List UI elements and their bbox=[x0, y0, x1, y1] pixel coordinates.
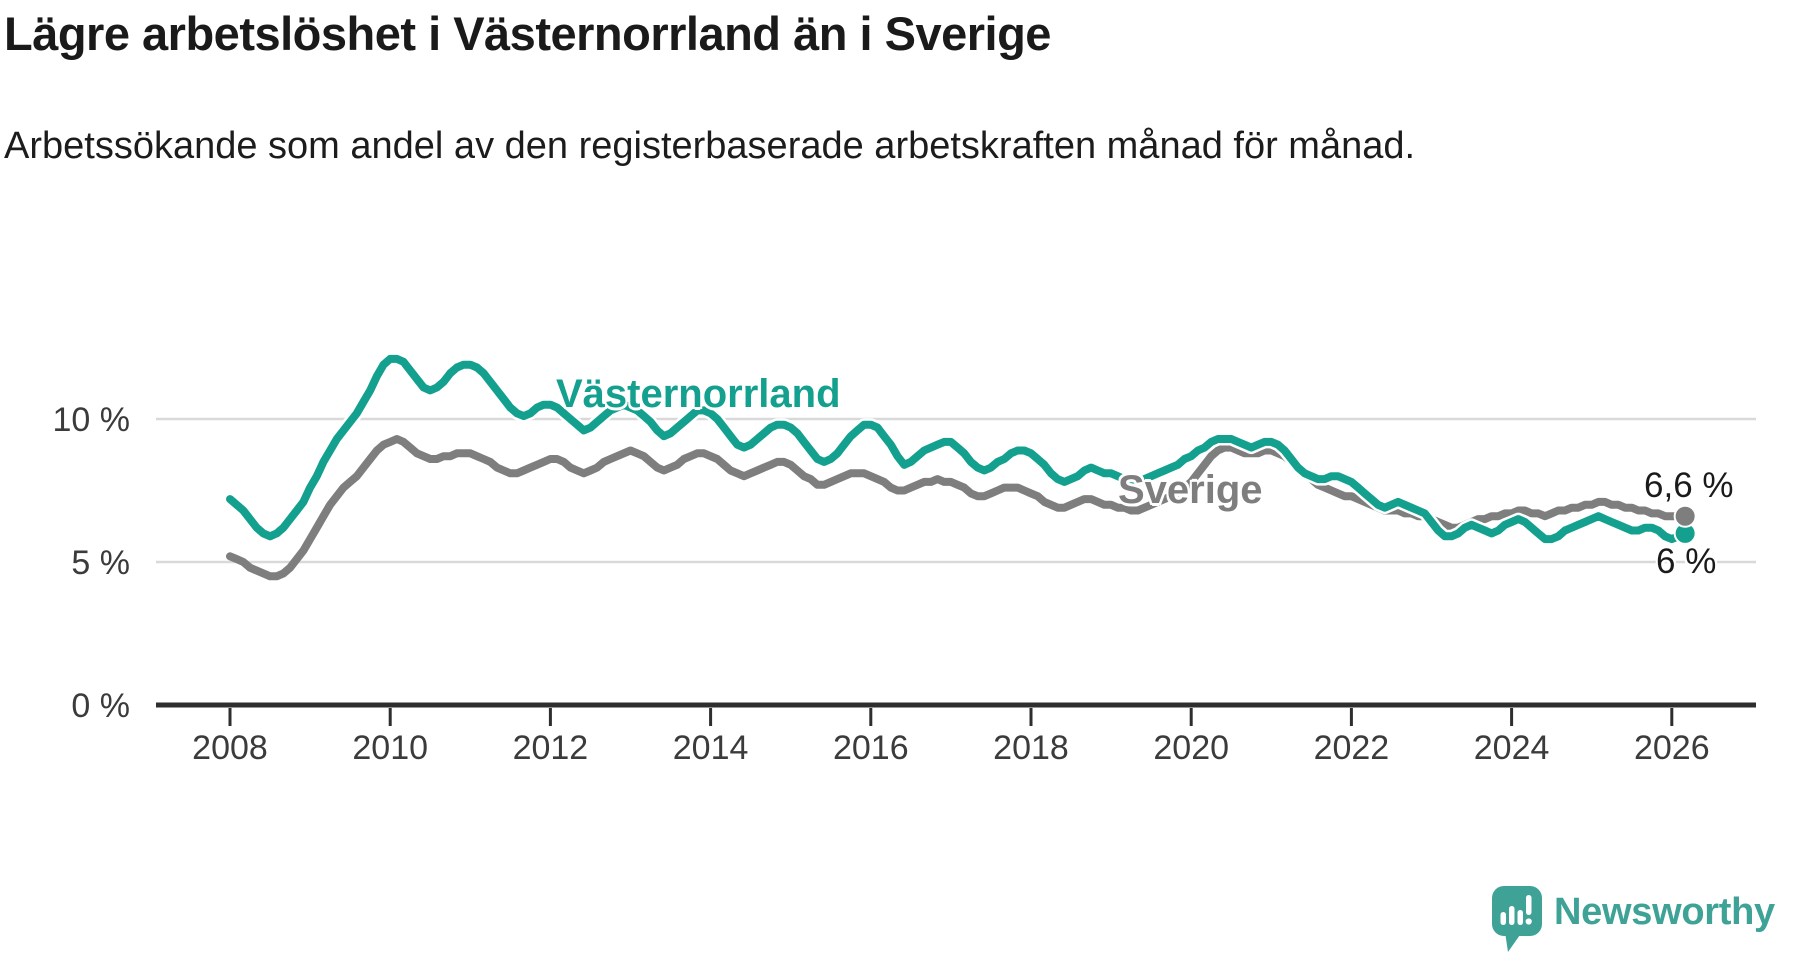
x-tick-label-2018: 2018 bbox=[993, 729, 1069, 767]
chart-subtitle: Arbetssökande som andel av den registerb… bbox=[4, 125, 1416, 167]
x-axis bbox=[156, 702, 1756, 726]
x-tick-label-2020: 2020 bbox=[1153, 729, 1229, 767]
x-tick-label-2024: 2024 bbox=[1474, 729, 1550, 767]
sverige-series-label: Sverige bbox=[1118, 468, 1263, 512]
vasternorrland-series-label: Västernorrland bbox=[556, 372, 841, 416]
newsworthy-wordmark: Newsworthy bbox=[1554, 891, 1775, 933]
y-axis-tick-labels: 0 % 5 % 10 % bbox=[53, 401, 131, 725]
x-tick-label-2010: 2010 bbox=[352, 729, 428, 767]
newsworthy-branding: Newsworthy bbox=[1492, 886, 1775, 956]
x-tick-label-2016: 2016 bbox=[833, 729, 909, 767]
x-axis-tick-labels: 2008 2010 2012 2014 2016 2018 2020 2022 2024 2026 bbox=[192, 729, 1709, 767]
sverige-line bbox=[226, 435, 1690, 581]
chart-title: Lägre arbetslöshet i Västernorrland än i… bbox=[4, 7, 1051, 60]
newsworthy-logo-icon bbox=[1492, 886, 1542, 952]
sverige-end-dot bbox=[1673, 504, 1697, 528]
y-tick-label-10: 10 % bbox=[53, 401, 131, 439]
x-tick-label-2022: 2022 bbox=[1314, 729, 1390, 767]
vasternorrland-end-value-label: 6 % bbox=[1656, 542, 1717, 581]
y-gridlines bbox=[156, 417, 1756, 564]
vasternorrland-line bbox=[226, 354, 1690, 544]
x-tick-label-2012: 2012 bbox=[513, 729, 589, 767]
x-tick-label-2008: 2008 bbox=[192, 729, 268, 767]
data-lines bbox=[223, 352, 1692, 581]
series-end-dots bbox=[1673, 504, 1697, 545]
x-tick-label-2026: 2026 bbox=[1634, 729, 1710, 767]
sverige-end-value-label: 6,6 % bbox=[1644, 466, 1734, 505]
y-tick-label-5: 5 % bbox=[71, 544, 130, 582]
x-tick-label-2014: 2014 bbox=[673, 729, 749, 767]
y-tick-label-0: 0 % bbox=[71, 687, 130, 725]
